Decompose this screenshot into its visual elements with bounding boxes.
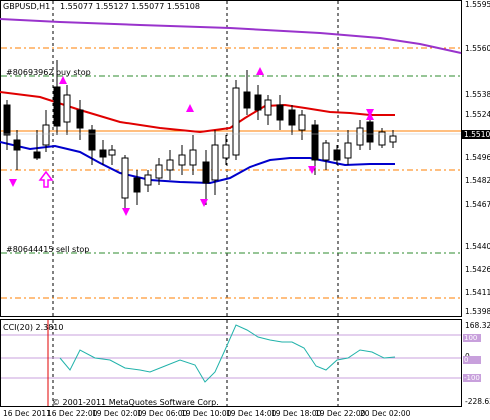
- fractal-down-arrow: [200, 199, 208, 207]
- candle-body: [211, 144, 219, 181]
- cci-label: CCI(20) 2.3810: [3, 323, 64, 332]
- price-tick: 1.54965: [465, 153, 490, 162]
- candle-body: [264, 99, 272, 116]
- cci-level-0-tag: 0: [463, 356, 481, 364]
- time-tick: 19 Dec 10:00: [181, 409, 232, 418]
- time-tick: 19 Dec 22:00: [315, 409, 366, 418]
- copyright-text: © 2001-2011 MetaQuotes Software Corp.: [52, 398, 219, 407]
- price-tick: 1.54675: [465, 200, 490, 209]
- price-tick: 1.55240: [465, 110, 490, 119]
- candle-body: [356, 127, 364, 146]
- price-tick: 1.55950: [465, 0, 490, 9]
- upper-envelope: [0, 91, 395, 134]
- price-tick: 1.55385: [465, 90, 490, 99]
- fractal-down-arrow: [308, 166, 316, 174]
- candle-body: [88, 129, 96, 151]
- candle-body: [133, 177, 141, 193]
- candle-body: [3, 104, 11, 136]
- candle-body: [222, 144, 230, 159]
- price-tick: 1.54260: [465, 265, 490, 274]
- candle-body: [13, 139, 21, 151]
- candle-body: [99, 149, 107, 158]
- main-frame: [0, 0, 462, 317]
- candle-body: [254, 94, 262, 111]
- price-tick: 1.55605: [465, 44, 490, 53]
- sell-stop-order-label[interactable]: #80644415 sell stop: [6, 245, 90, 254]
- candle-body: [232, 87, 240, 156]
- fractal-up-arrow: [186, 104, 194, 112]
- candle-body: [108, 149, 116, 156]
- price-tick: 1.54400: [465, 242, 490, 251]
- time-tick: 19 Dec 06:00: [137, 409, 188, 418]
- candle-body: [53, 86, 61, 127]
- cci-level-neg100-tag: -100: [463, 374, 481, 382]
- fractal-up-arrow: [366, 112, 374, 120]
- candle-body: [243, 91, 251, 109]
- candle-body: [178, 154, 186, 166]
- candle-body: [288, 109, 296, 126]
- fractal-up-arrow: [256, 67, 264, 75]
- time-tick: 19 Dec 02:00: [92, 409, 143, 418]
- candle-body: [144, 174, 152, 186]
- candle-body: [311, 124, 319, 161]
- candle-body: [298, 114, 306, 131]
- candle-body: [42, 124, 50, 146]
- candle-body: [333, 149, 341, 161]
- lower-envelope: [0, 141, 395, 185]
- candle-body: [344, 142, 352, 159]
- fractal-up-arrow: [59, 76, 67, 84]
- time-tick: 19 Dec 14:00: [226, 409, 277, 418]
- candle-body: [166, 159, 174, 171]
- price-tick: 1.54115: [465, 288, 490, 297]
- candle-body: [155, 164, 163, 179]
- candle-body: [322, 142, 330, 161]
- candle-body: [63, 94, 71, 123]
- candle-body: [366, 121, 374, 143]
- ohlc-readout: 1.55077 1.55127 1.55077 1.55108: [60, 2, 200, 11]
- candle-body: [189, 149, 197, 166]
- current-price-tag: 1.55108: [462, 130, 490, 139]
- slow-moving-average: [0, 18, 462, 54]
- symbol-label: GBPUSD,H1: [3, 2, 51, 11]
- time-tick: 16 Dec 2011: [3, 409, 51, 418]
- price-tick: 1.54820: [465, 176, 490, 185]
- buy-stop-order-label[interactable]: #80693962 buy stop: [6, 68, 91, 77]
- fractal-down-arrow: [122, 208, 130, 216]
- cci-level-100-tag: 100: [463, 334, 481, 342]
- candle-body: [276, 104, 284, 121]
- candle-body: [121, 157, 129, 199]
- candle-body: [202, 161, 210, 184]
- time-tick: 16 Dec 22:00: [47, 409, 98, 418]
- time-tick: 19 Dec 18:00: [271, 409, 322, 418]
- price-tick: 1.53980: [465, 307, 490, 316]
- cci-line: [59, 324, 396, 383]
- candle-body: [33, 151, 41, 159]
- fractal-down-arrow: [9, 179, 17, 187]
- indicator-frame: [0, 319, 462, 407]
- candle-body: [378, 131, 386, 146]
- cci-axis-min: -228.625: [465, 397, 490, 406]
- candle-body: [76, 109, 84, 129]
- candle-body: [389, 135, 397, 143]
- time-tick: 20 Dec 02:00: [360, 409, 411, 418]
- cci-axis-max: 168.323: [465, 321, 490, 330]
- signal-up-arrow: [38, 170, 54, 188]
